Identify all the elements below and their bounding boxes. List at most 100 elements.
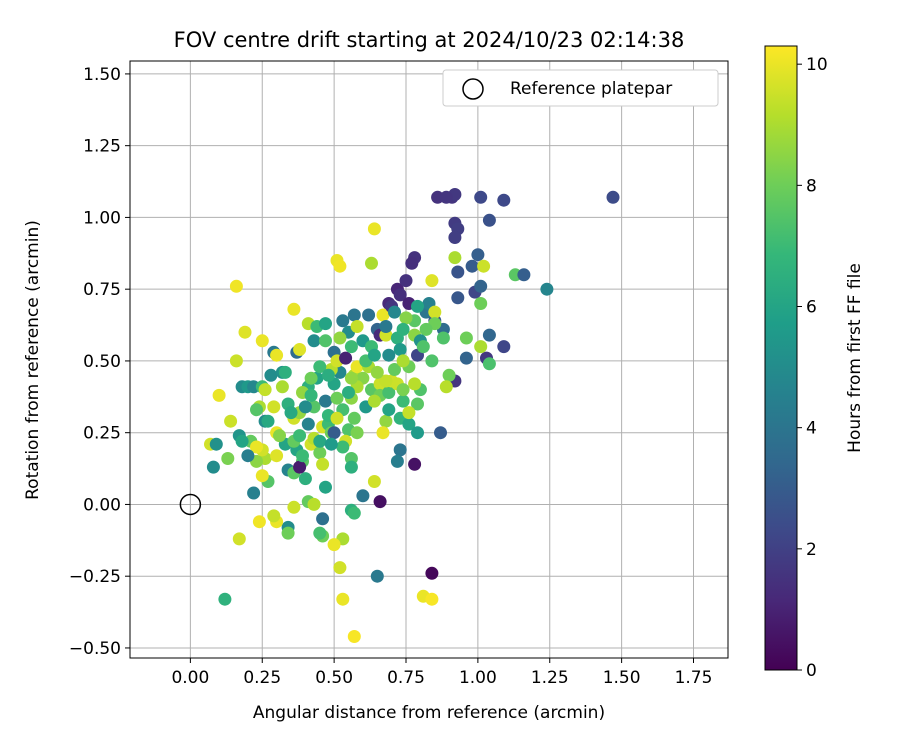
data-point: [382, 348, 396, 362]
x-tick-label: 0.25: [243, 668, 281, 688]
data-point: [402, 406, 416, 420]
data-point: [442, 368, 456, 382]
data-point: [388, 305, 401, 319]
data-point: [224, 414, 238, 428]
data-point: [474, 279, 488, 293]
data-point: [419, 322, 433, 336]
data-point: [319, 334, 332, 348]
data-point: [439, 190, 453, 204]
legend: Reference platepar: [442, 69, 719, 107]
data-point: [333, 331, 347, 345]
data-point: [304, 371, 318, 385]
x-axis-label: Angular distance from reference (arcmin): [253, 703, 605, 723]
data-point: [255, 334, 269, 348]
data-point: [298, 400, 312, 414]
data-point: [367, 348, 381, 362]
data-point: [393, 288, 407, 302]
data-point: [339, 351, 353, 365]
data-point: [313, 434, 327, 448]
data-point: [477, 259, 491, 273]
data-point: [304, 388, 318, 402]
data-point: [382, 386, 396, 399]
data-point: [379, 320, 393, 333]
data-point: [405, 256, 419, 270]
data-point: [399, 311, 413, 325]
data-point: [250, 440, 263, 454]
data-point: [324, 437, 338, 451]
data-point: [267, 400, 281, 414]
data-point: [370, 365, 384, 379]
data-point: [255, 469, 269, 483]
chart-title: FOV centre drift starting at 2024/10/23 …: [174, 28, 685, 52]
data-point: [428, 305, 442, 319]
data-point: [313, 360, 327, 374]
data-point: [293, 343, 307, 356]
data-point: [307, 497, 321, 511]
data-point: [229, 354, 243, 368]
data-point: [411, 299, 424, 313]
data-point: [474, 190, 488, 204]
data-point: [402, 417, 416, 431]
data-point: [270, 348, 284, 362]
plot-frame: [129, 60, 729, 659]
data-point: [356, 489, 370, 503]
colorbar-tick-label: 2: [806, 540, 817, 560]
data-point: [390, 454, 404, 468]
data-point: [301, 417, 315, 431]
data-point: [416, 340, 430, 354]
data-point: [362, 308, 376, 322]
data-point: [379, 374, 393, 388]
data-point: [319, 317, 332, 331]
y-axis-label: Rotation from reference (arcmin): [23, 220, 43, 500]
data-point: [448, 231, 462, 244]
data-point: [497, 340, 511, 354]
data-point: [319, 480, 332, 494]
data-point: [376, 426, 390, 440]
data-point: [396, 322, 410, 336]
data-point: [330, 391, 344, 405]
data-point: [316, 457, 330, 471]
data-point: [439, 380, 453, 394]
data-point: [448, 251, 462, 265]
data-point: [347, 308, 361, 322]
data-point: [313, 526, 327, 540]
x-tick-label: 1.75: [675, 668, 713, 688]
data-point: [396, 354, 410, 368]
data-point: [241, 449, 255, 463]
data-point: [408, 377, 422, 391]
data-point: [307, 334, 321, 348]
y-tick-label: 1.00: [83, 208, 121, 228]
data-point: [474, 340, 488, 354]
data-point: [373, 495, 387, 509]
legend-marker-open-circle: [462, 78, 484, 100]
data-points: [204, 188, 620, 643]
data-point: [275, 380, 289, 394]
data-point: [319, 394, 332, 408]
colorbar-ticks: 0 2 4 6 8 10: [797, 55, 828, 681]
data-point: [336, 440, 350, 454]
data-point: [367, 475, 381, 488]
data-point: [459, 351, 473, 365]
x-tick-label: 1.50: [603, 668, 641, 688]
data-point: [425, 354, 439, 368]
data-point: [344, 460, 358, 474]
data-point: [264, 368, 278, 382]
data-point: [376, 308, 390, 322]
data-point: [451, 265, 465, 279]
data-point: [425, 274, 439, 288]
data-point: [218, 592, 232, 606]
data-point: [399, 274, 413, 288]
data-point: [342, 386, 355, 399]
plot-area: 0.00 0.25 0.50 0.75 1.00 1.25 1.50 1.75 −0.50−0…: [69, 60, 729, 688]
data-point: [482, 328, 496, 342]
x-tick-label: 0.50: [315, 668, 353, 688]
data-point: [252, 515, 266, 529]
data-point: [344, 371, 358, 385]
data-point: [382, 403, 396, 417]
data-point: [261, 414, 275, 428]
data-point: [333, 561, 347, 575]
data-point: [393, 343, 407, 356]
data-point: [313, 446, 327, 460]
data-point: [465, 259, 479, 273]
